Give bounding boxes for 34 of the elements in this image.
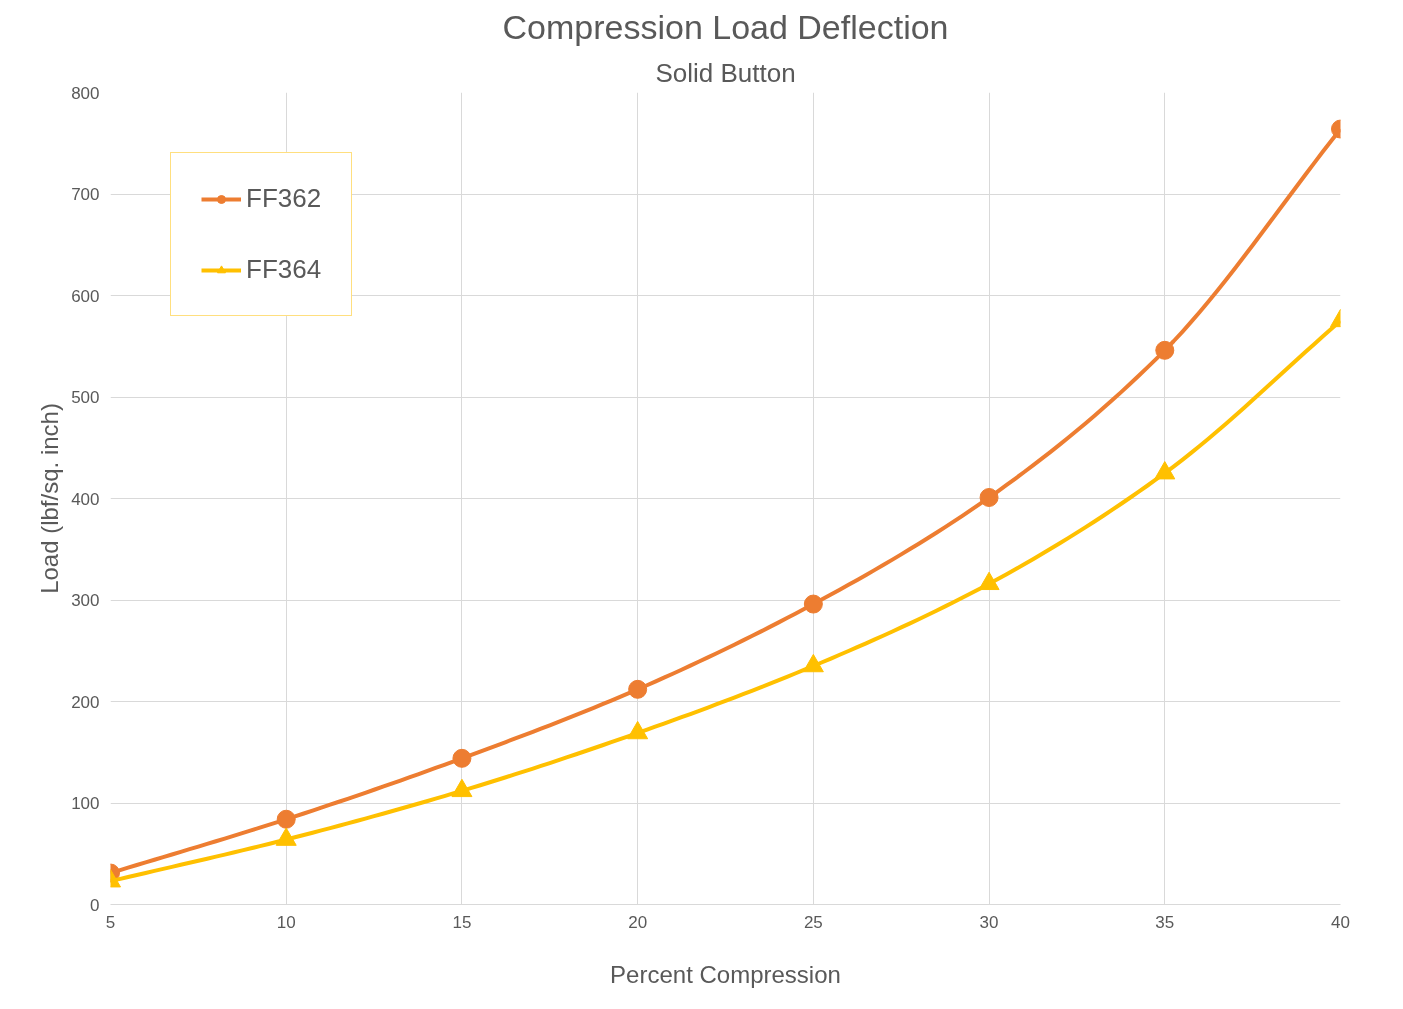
point: [451, 778, 473, 798]
point: [978, 571, 1000, 591]
y-tick-label: 600: [71, 286, 100, 306]
x-axis-title: Percent Compression: [610, 960, 841, 988]
x-tick-label: 25: [803, 912, 823, 932]
point: [627, 720, 649, 740]
point: [1154, 461, 1176, 480]
y-tick-label: 800: [71, 83, 100, 103]
legend-label: FF364: [246, 254, 322, 285]
y-tick-label: 500: [71, 388, 100, 407]
x-tick-label: 10: [276, 912, 296, 932]
point: [1155, 340, 1175, 360]
y-tick-label: 400: [71, 489, 100, 509]
legend-label: FF362: [246, 183, 322, 214]
point: [803, 594, 823, 614]
y-tick-label: 200: [71, 692, 100, 712]
point: [802, 653, 824, 673]
x-tick-label: 5: [105, 912, 116, 932]
y-tick-label: 100: [71, 794, 100, 813]
point: [979, 488, 999, 507]
y-tick-label: 300: [71, 591, 100, 610]
x-tick-label: 15: [452, 912, 472, 932]
point: [275, 827, 297, 846]
x-tick-label: 35: [1155, 912, 1175, 932]
y-axis-title: Load (lbf/sq. inch): [36, 403, 64, 594]
x-tick-label: 30: [979, 912, 999, 932]
x-tick-label: 40: [1331, 912, 1350, 932]
y-tick-label: 0: [90, 895, 100, 915]
x-tick-label: 20: [628, 912, 648, 932]
point: [452, 748, 472, 768]
chart-title: Compression Load Deflection: [502, 7, 949, 46]
point: [628, 679, 648, 699]
y-tick-label: 700: [71, 185, 100, 204]
chart-subtitle: Solid Button: [655, 57, 796, 88]
